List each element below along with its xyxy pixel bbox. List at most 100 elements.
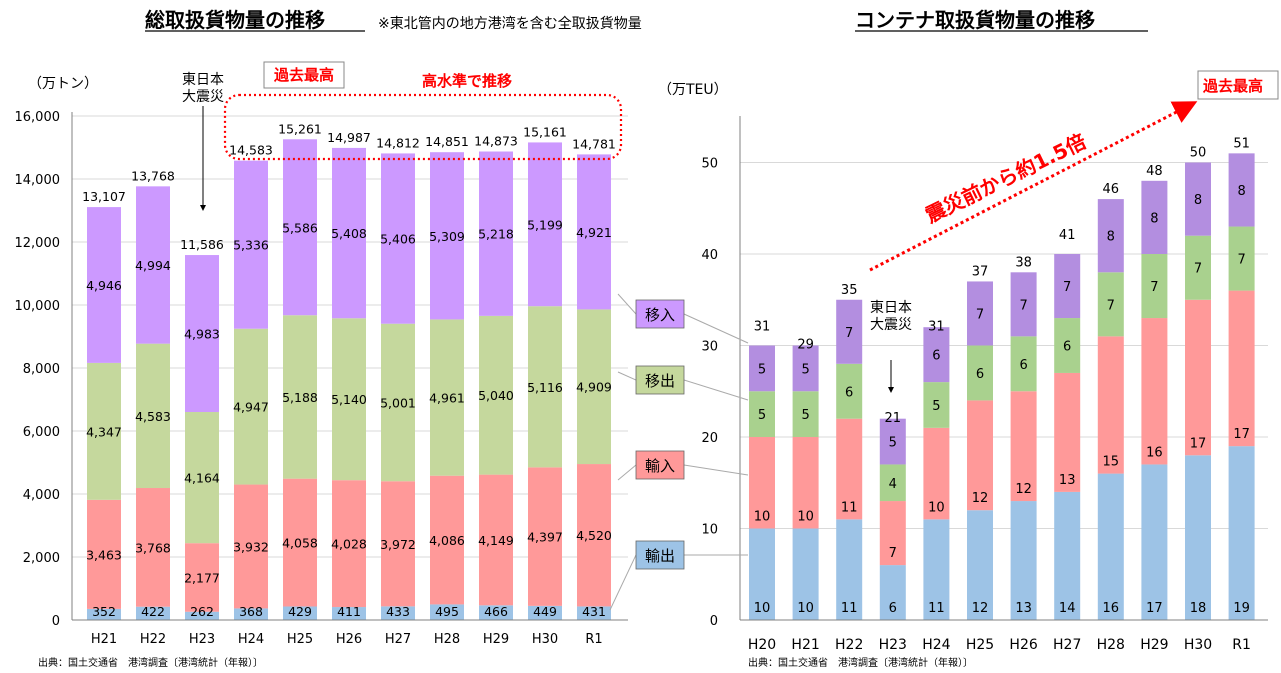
right-gridlines bbox=[740, 162, 1268, 529]
right-segment-label: 5 bbox=[758, 408, 766, 423]
right-segment-label: 16 bbox=[1146, 445, 1163, 460]
right-total-label: 37 bbox=[972, 264, 989, 279]
right-x-tick-label: H23 bbox=[879, 637, 907, 653]
left-segment-label: 2,177 bbox=[184, 570, 220, 585]
legend-connector-right bbox=[683, 379, 749, 401]
left-segment-label: 5,586 bbox=[282, 220, 318, 235]
right-segment-label: 7 bbox=[1194, 262, 1202, 277]
left-y-tick-label: 8,000 bbox=[23, 362, 60, 377]
legend-connector-left bbox=[617, 464, 637, 481]
right-bar-segment-3 bbox=[923, 327, 950, 383]
high-level-label: 高水準で推移 bbox=[422, 72, 512, 90]
left-bar-segment-1 bbox=[332, 480, 366, 608]
left-bar-segment-1 bbox=[234, 484, 268, 609]
left-bar-segment-2 bbox=[283, 315, 317, 479]
right-bar-segment-2 bbox=[967, 345, 993, 401]
legend-connector-right bbox=[683, 313, 749, 344]
left-x-tick-label: H26 bbox=[336, 632, 362, 647]
left-segment-label: 411 bbox=[337, 604, 361, 619]
left-bar-segment-0 bbox=[136, 606, 170, 620]
left-segment-label: 433 bbox=[386, 604, 410, 619]
left-bar-segment-2 bbox=[87, 362, 121, 500]
right-bar-segment-2 bbox=[1141, 254, 1168, 319]
right-segment-label: 18 bbox=[1190, 601, 1207, 616]
right-segment-label: 12 bbox=[972, 491, 989, 506]
right-total-label: 46 bbox=[1103, 182, 1120, 197]
left-total-label: 14,987 bbox=[327, 130, 371, 145]
left-bar-segment-3 bbox=[479, 151, 513, 316]
left-segment-label: 5,001 bbox=[380, 395, 416, 410]
left-bar-segment-2 bbox=[185, 412, 219, 544]
left-x-tick-label: H28 bbox=[434, 632, 460, 647]
left-bar-segment-3 bbox=[234, 160, 268, 329]
left-bar-segment-1 bbox=[479, 474, 513, 606]
left-segment-label: 4,909 bbox=[576, 380, 612, 395]
legend-swatch bbox=[635, 540, 685, 570]
left-segment-label: 5,336 bbox=[233, 238, 269, 253]
left-segment-label: 466 bbox=[484, 604, 508, 619]
left-segment-label: 5,218 bbox=[478, 227, 514, 242]
growth-dotted-arrow bbox=[869, 101, 1198, 272]
left-bar-segment-1 bbox=[577, 464, 611, 607]
right-bar-segment-3 bbox=[792, 345, 819, 392]
right-record-label: 過去最高 bbox=[1202, 77, 1263, 95]
left-segment-label: 3,932 bbox=[233, 539, 269, 554]
right-segment-label: 15 bbox=[1103, 455, 1120, 470]
left-total-label: 13,107 bbox=[82, 189, 126, 204]
left-bar-segment-2 bbox=[479, 315, 513, 475]
left-bar-segment-2 bbox=[381, 323, 415, 482]
left-segment-label: 4,921 bbox=[576, 225, 612, 240]
legend-swatch bbox=[635, 450, 685, 480]
left-segment-label: 495 bbox=[435, 604, 459, 619]
legend-swatch bbox=[635, 365, 685, 395]
right-total-label: 51 bbox=[1233, 136, 1250, 151]
right-segment-label: 12 bbox=[1015, 482, 1032, 497]
right-segment-label: 6 bbox=[1019, 358, 1027, 373]
left-bar-segment-2 bbox=[234, 328, 268, 485]
left-bar-segment-2 bbox=[430, 319, 464, 476]
left-bar-segment-3 bbox=[87, 207, 121, 363]
legend-connector-right bbox=[683, 464, 749, 476]
right-segment-label: 11 bbox=[928, 601, 945, 616]
left-x-tick-label: H29 bbox=[483, 632, 509, 647]
left-segment-label: 4,520 bbox=[576, 528, 612, 543]
right-segment-label: 7 bbox=[976, 307, 984, 322]
left-segment-label: 4,994 bbox=[135, 258, 171, 273]
left-bar-segment-0 bbox=[332, 607, 366, 620]
left-segment-label: 5,040 bbox=[478, 388, 514, 403]
left-record-box bbox=[263, 61, 345, 89]
right-chart-title: コンテナ取扱貨物量の推移 bbox=[855, 8, 1095, 32]
right-segment-label: 19 bbox=[1233, 601, 1250, 616]
right-bar-segment-2 bbox=[1054, 318, 1081, 373]
left-bar-segment-0 bbox=[577, 606, 611, 620]
right-segment-label: 11 bbox=[841, 500, 858, 515]
right-record-box bbox=[1197, 70, 1279, 100]
right-bar-segment-2 bbox=[1010, 336, 1037, 392]
legend-swatch bbox=[635, 299, 685, 329]
left-axis: 0 2,000 4,000 6,000 8,000 10,000 12,000 14,000 1… bbox=[15, 110, 628, 647]
right-bar-segment-1 bbox=[967, 400, 993, 511]
right-segment-label: 6 bbox=[976, 367, 984, 382]
right-segment-label: 7 bbox=[1237, 253, 1245, 268]
left-x-tick-label: H22 bbox=[140, 632, 166, 647]
left-bar-segment-3 bbox=[577, 154, 611, 310]
left-quake-label: 東日本大震災 bbox=[182, 72, 224, 105]
left-bar-segment-0 bbox=[479, 605, 513, 620]
left-x-tick-label: R1 bbox=[585, 632, 602, 647]
left-bar-segment-3 bbox=[430, 152, 464, 320]
right-bar-segment-3 bbox=[1185, 162, 1211, 236]
right-segment-label: 4 bbox=[889, 477, 897, 492]
right-bar-segment-3 bbox=[1054, 254, 1081, 319]
right-total-label: 29 bbox=[797, 338, 814, 353]
right-total-label: 38 bbox=[1015, 255, 1032, 270]
left-segment-label: 3,768 bbox=[135, 540, 171, 555]
right-segment-label: 5 bbox=[932, 399, 940, 414]
right-x-tick-label: H28 bbox=[1097, 637, 1125, 653]
left-segment-label: 4,983 bbox=[184, 327, 220, 342]
left-bar-segment-1 bbox=[136, 488, 170, 607]
right-bar-segment-0 bbox=[1185, 455, 1211, 620]
right-bar-segment-2 bbox=[1228, 226, 1255, 291]
right-bar-segment-1 bbox=[1097, 336, 1124, 474]
right-segment-label: 5 bbox=[801, 408, 809, 423]
